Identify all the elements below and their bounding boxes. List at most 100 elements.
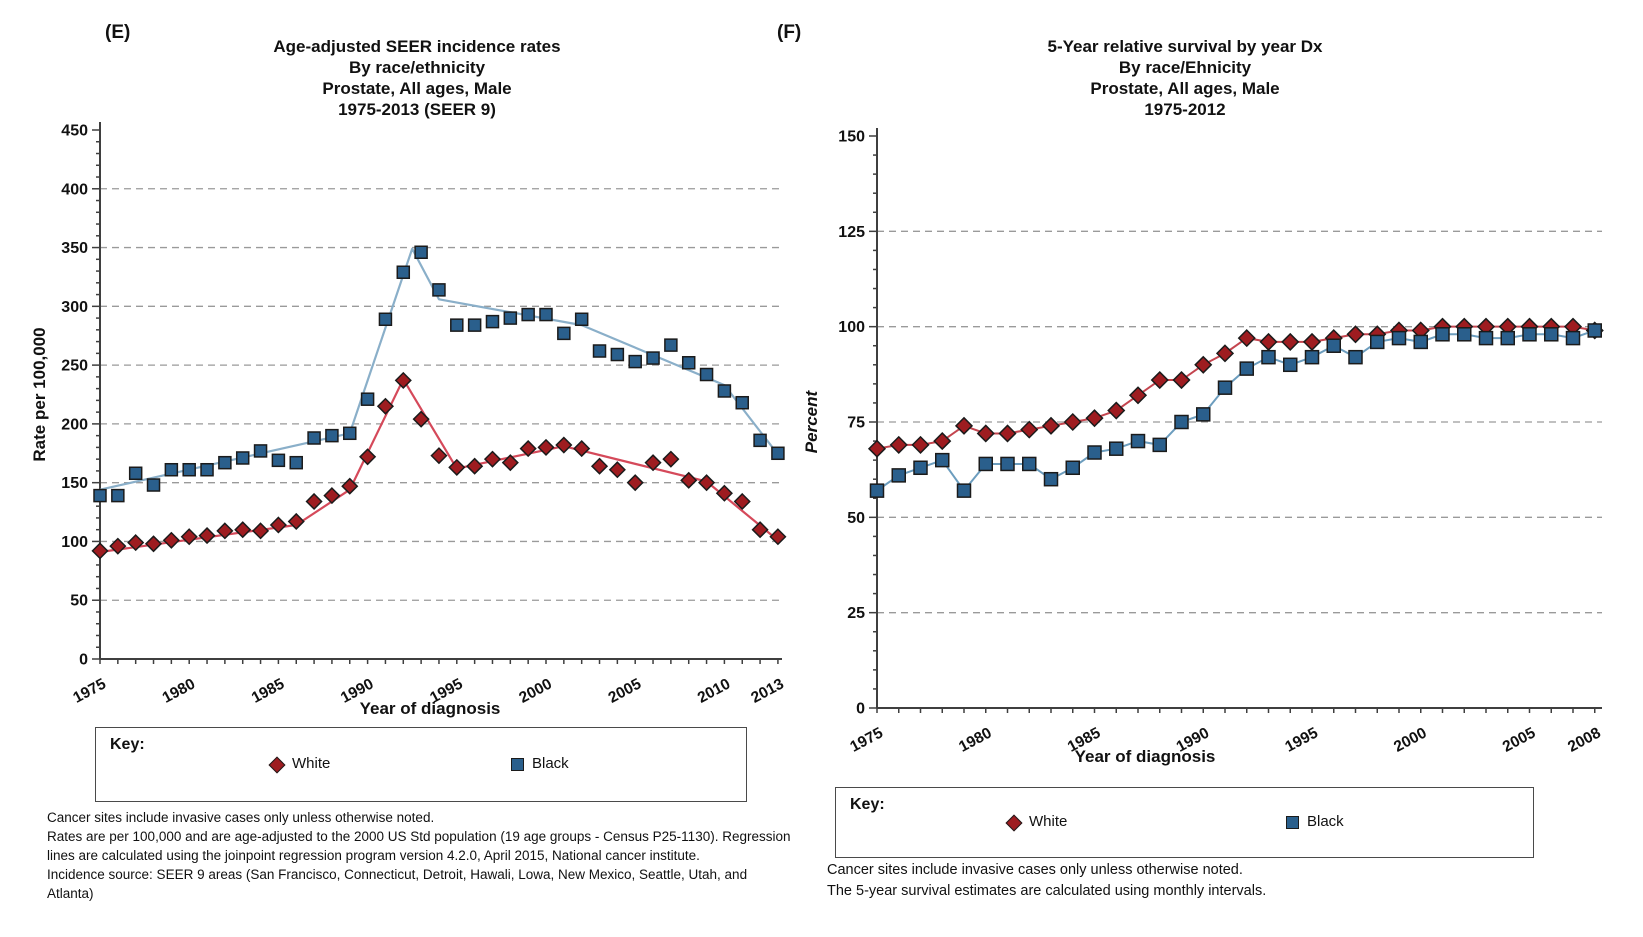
data-point-marker [1065, 460, 1080, 476]
data-point-marker [1152, 437, 1167, 453]
data-point-marker [251, 522, 270, 540]
data-point-marker [218, 455, 232, 470]
gridlines [877, 230, 1602, 614]
data-point-marker [1348, 349, 1363, 365]
data-point-marker [608, 461, 626, 479]
data-point-marker [1087, 445, 1102, 460]
data-point-marker [483, 450, 502, 468]
axes [869, 128, 1602, 713]
markers-black [869, 323, 1602, 498]
data-point-marker [956, 483, 972, 498]
data-point-marker [430, 447, 448, 465]
data-point-marker [360, 392, 375, 406]
data-point-marker [412, 410, 430, 428]
data-point-marker [733, 492, 751, 511]
panel-f-legend: Key: White Black [835, 787, 1534, 858]
data-point-marker [954, 416, 974, 435]
data-point-marker [1478, 330, 1494, 346]
data-point-marker [751, 521, 769, 539]
data-point-marker [1237, 329, 1256, 348]
data-point-marker [590, 457, 609, 475]
y-tick-label: 150 [61, 475, 88, 492]
y-tick-label: 150 [838, 129, 865, 146]
series-line-white [876, 325, 1595, 450]
data-point-marker [485, 314, 500, 329]
data-point-marker [1283, 357, 1298, 373]
data-point-marker [323, 487, 341, 505]
data-point-marker [1565, 330, 1581, 346]
data-point-marker [662, 450, 680, 468]
data-point-marker [1302, 332, 1322, 351]
y-tick-label: 25 [847, 605, 865, 622]
data-point-marker [1304, 349, 1320, 365]
data-point-marker [216, 522, 234, 540]
data-point-marker [869, 483, 885, 498]
data-point-marker [1587, 323, 1602, 338]
data-point-marker [574, 312, 589, 327]
data-point-marker [519, 440, 537, 458]
data-point-marker [697, 474, 716, 492]
data-point-marker [521, 307, 535, 322]
x-tick-label: 2010 [695, 676, 733, 707]
data-point-marker [1043, 471, 1059, 487]
data-point-marker [1370, 334, 1385, 350]
legend-entry-white: White [1029, 813, 1068, 830]
data-point-marker [680, 471, 698, 489]
x-tick-label: 2008 [1565, 724, 1604, 755]
data-point-marker [269, 516, 287, 534]
data-point-marker [343, 426, 357, 441]
axes [92, 122, 782, 664]
data-point-marker [234, 521, 252, 539]
y-tick-label: 200 [61, 416, 88, 433]
data-point-marker [913, 460, 928, 476]
data-point-marker [717, 384, 732, 398]
data-point-marker [610, 347, 625, 362]
data-point-marker [1500, 330, 1515, 346]
data-point-marker [769, 528, 787, 546]
data-point-marker [1041, 416, 1061, 435]
data-point-marker [144, 535, 163, 553]
data-point-marker [1391, 330, 1407, 346]
footnote-line: Cancer sites include invasive cases only… [827, 862, 1243, 878]
data-point-marker [93, 488, 107, 503]
data-point-marker [467, 318, 482, 332]
data-point-marker [146, 478, 161, 492]
data-point-marker [378, 312, 393, 327]
data-point-marker [753, 433, 767, 448]
data-point-marker [1130, 433, 1146, 449]
x-tick-label: 1985 [249, 675, 288, 706]
data-point-marker [867, 439, 887, 458]
x-tick-label: 1975 [70, 675, 109, 706]
panel-e-title: Age-adjusted SEER incidence rates By rac… [273, 37, 561, 119]
data-point-marker [376, 397, 395, 415]
data-point-marker [573, 440, 591, 458]
markers-white [867, 317, 1604, 458]
data-point-marker [182, 462, 196, 477]
data-point-marker [555, 436, 573, 454]
data-point-marker [253, 444, 268, 458]
data-point-marker [1196, 407, 1211, 422]
data-point-marker [1000, 456, 1015, 472]
y-tick-label: 125 [838, 224, 865, 241]
white-diamond-icon [1005, 814, 1023, 832]
legend-key-label: Key: [850, 796, 885, 813]
data-point-marker [1217, 380, 1233, 395]
y-tick-label: 450 [61, 123, 88, 140]
y-tick-label: 50 [847, 510, 865, 527]
black-square-icon [1286, 816, 1299, 829]
data-point-marker [978, 456, 993, 472]
data-point-marker [1239, 361, 1254, 376]
y-tick-label: 100 [838, 319, 865, 336]
data-point-marker [644, 454, 662, 472]
x-tick-label: 2000 [1391, 725, 1429, 756]
data-point-marker [109, 537, 127, 555]
data-point-marker [1109, 441, 1124, 456]
data-point-marker [1215, 344, 1235, 363]
legend-key-label: Key: [110, 736, 145, 753]
data-point-marker [664, 338, 678, 352]
data-point-marker [1194, 355, 1213, 374]
data-point-marker [539, 307, 553, 322]
